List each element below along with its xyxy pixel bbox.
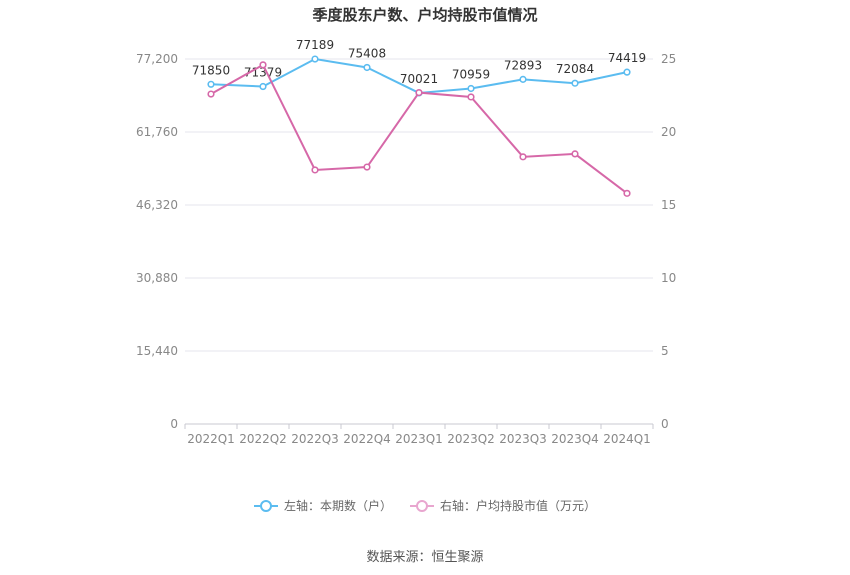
data-point-households (207, 80, 215, 88)
right-axis-tick-label: 5 (661, 344, 669, 358)
data-label-households: 75408 (348, 46, 386, 60)
data-point-households (623, 68, 631, 76)
left-axis-tick-label: 0 (170, 417, 178, 431)
x-axis-tick-label: 2022Q4 (343, 432, 391, 446)
left-axis-tick-label: 77,200 (136, 52, 178, 66)
right-axis-tick-label: 15 (661, 198, 676, 212)
legend-swatch-households (253, 499, 278, 512)
data-point-households (259, 82, 267, 91)
data-point-avg-value (415, 88, 423, 97)
right-axis-tick-label: 0 (661, 417, 669, 431)
x-axis-tick-label: 2022Q1 (187, 432, 235, 446)
legend-item-households[interactable]: 左轴：本期数（户） (253, 497, 392, 514)
data-label-households: 71379 (244, 66, 282, 80)
data-point-households (519, 75, 527, 83)
x-axis-tick-label: 2023Q1 (395, 432, 443, 446)
data-point-households (363, 63, 371, 72)
data-point-households (571, 79, 579, 87)
chart-legend: 左轴：本期数（户） 右轴：户均持股市值（万元） (0, 497, 850, 514)
data-label-households: 77189 (296, 38, 334, 52)
legend-item-avg-value[interactable]: 右轴：户均持股市值（万元） (410, 497, 596, 514)
left-axis-tick-label: 46,320 (136, 198, 178, 212)
data-label-households: 70021 (400, 72, 438, 86)
x-axis-tick-label: 2023Q2 (447, 432, 495, 446)
data-label-households: 71850 (192, 63, 230, 77)
data-point-avg-value (623, 189, 631, 197)
x-axis-tick-label: 2023Q4 (551, 432, 599, 446)
right-axis-tick-label: 10 (661, 271, 676, 285)
data-label-households: 74419 (608, 51, 646, 65)
x-axis-tick-label: 2022Q3 (291, 432, 339, 446)
data-label-households: 72893 (504, 58, 542, 72)
x-axis-tick-label: 2022Q2 (239, 432, 287, 446)
data-label-households: 70959 (452, 68, 490, 82)
data-point-households (311, 55, 319, 63)
source-note: 数据来源：恒生聚源 (366, 550, 484, 565)
left-axis-tick-label: 15,440 (136, 344, 178, 358)
legend-swatch-avg-value (410, 499, 434, 512)
data-point-avg-value (259, 61, 267, 69)
data-point-avg-value (571, 150, 579, 158)
right-axis-tick-label: 20 (661, 125, 676, 139)
data-point-avg-value (311, 166, 319, 174)
data-point-avg-value (519, 153, 527, 161)
data-point-avg-value (207, 90, 215, 98)
data-point-households (467, 84, 475, 93)
chart-title: 季度股东户数、户均持股市值情况 (312, 6, 538, 24)
data-point-avg-value (363, 163, 371, 171)
x-axis-tick-label: 2023Q3 (499, 432, 547, 446)
left-axis-tick-label: 61,760 (136, 125, 178, 139)
x-axis-tick-label: 2024Q1 (603, 432, 651, 446)
right-axis-tick-label: 25 (661, 52, 676, 66)
data-point-avg-value (467, 93, 475, 101)
legend-label-households: 左轴：本期数（户） (283, 499, 392, 513)
data-label-households: 72084 (556, 62, 594, 76)
left-axis-tick-label: 30,880 (136, 271, 178, 285)
legend-label-avg-value: 右轴：户均持股市值（万元） (440, 499, 597, 513)
